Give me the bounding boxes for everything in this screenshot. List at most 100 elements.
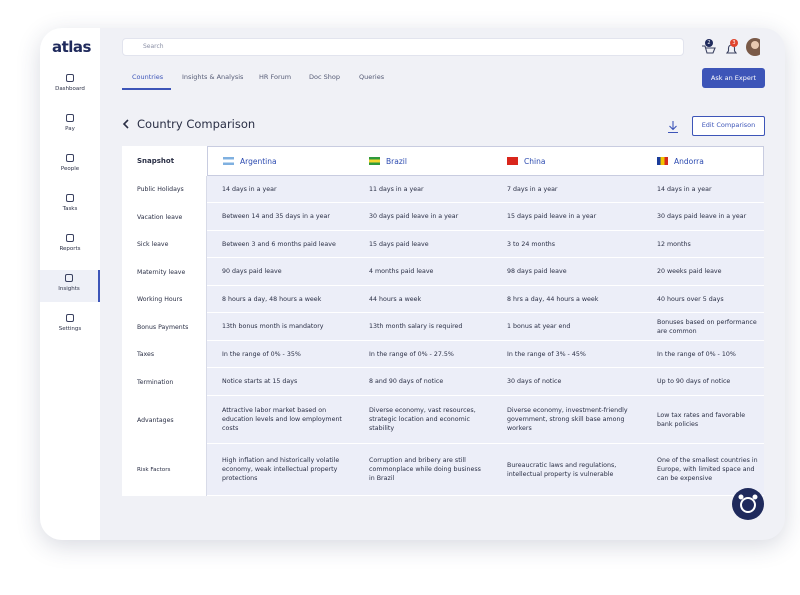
table-cell: Between 3 and 6 months paid leave	[207, 231, 354, 258]
table-cell: Corruption and bribery are still commonp…	[354, 444, 492, 496]
flag	[223, 157, 234, 165]
table-cell: In the range of 0% - 27.5%	[354, 341, 492, 368]
app-window: atlas Dashboard Pay People Tasks Reports Insi…	[40, 28, 785, 540]
row-label: Risk Factors	[122, 444, 207, 496]
header-icons	[702, 38, 760, 56]
nav-icon	[66, 314, 74, 322]
country-header: Brazil	[354, 146, 492, 176]
row-label: Public Holidays	[122, 176, 207, 203]
tab-underline	[122, 88, 171, 90]
nav-icon	[66, 154, 74, 162]
table-cell: 13th bonus month is mandatory	[207, 313, 354, 341]
country-name: Brazil	[386, 156, 407, 166]
table-cell: 14 days in a year	[207, 176, 354, 203]
row-label: Sick leave	[122, 231, 207, 258]
row-label: Working Hours	[122, 286, 207, 313]
tab[interactable]: Doc Shop	[309, 73, 340, 81]
cart-icon[interactable]	[702, 45, 716, 54]
row-label: Taxes	[122, 341, 207, 368]
nav-label: Reports	[59, 246, 81, 252]
table-cell: Notice starts at 15 days	[207, 368, 354, 396]
nav-label: Dashboard	[55, 86, 85, 92]
row-label: Termination	[122, 368, 207, 396]
nav-item[interactable]: Tasks	[40, 190, 100, 222]
row-label: Bonus Payments	[122, 313, 207, 341]
edit-comparison-button[interactable]: Edit Comparison	[692, 116, 765, 136]
nav-item[interactable]: Dashboard	[40, 70, 100, 102]
table-cell: 20 weeks paid leave	[642, 258, 764, 286]
table-cell: Diverse economy, investment-friendly gov…	[492, 396, 642, 444]
nav-icon	[66, 74, 74, 82]
table-cell: Up to 90 days of notice	[642, 368, 764, 396]
table-cell: 8 hours a day, 48 hours a week	[207, 286, 354, 313]
nav-label: Settings	[58, 326, 82, 332]
nav-label: Tasks	[62, 206, 78, 212]
back-icon[interactable]	[122, 118, 132, 130]
row-label: Maternity leave	[122, 258, 207, 286]
table-cell: 15 days paid leave in a year	[492, 203, 642, 231]
table-cell: In the range of 0% - 35%	[207, 341, 354, 368]
table-corner: Snapshot	[122, 146, 207, 176]
table-cell: Bonuses based on performance are common	[642, 313, 764, 341]
table-cell: 8 hrs a day, 44 hours a week	[492, 286, 642, 313]
nav-label: Insights	[58, 286, 80, 292]
table-cell: 98 days paid leave	[492, 258, 642, 286]
tab[interactable]: Insights & Analysis	[182, 73, 244, 81]
table-cell: 90 days paid leave	[207, 258, 354, 286]
table-cell: 40 hours over 5 days	[642, 286, 764, 313]
table-cell: 13th month salary is required	[354, 313, 492, 341]
flag	[507, 157, 518, 165]
country-header: China	[492, 146, 642, 176]
table-cell: 44 hours a week	[354, 286, 492, 313]
row-label: Advantages	[122, 396, 207, 444]
table-cell: 3 to 24 months	[492, 231, 642, 258]
nav-icon	[66, 234, 74, 242]
nav-label: People	[60, 166, 80, 172]
ask-expert-button[interactable]: Ask an Expert	[702, 68, 765, 88]
table-cell: High inflation and historically volatile…	[207, 444, 354, 496]
country-name: China	[524, 156, 546, 166]
download-icon[interactable]	[667, 120, 679, 134]
page-title: Country Comparison	[137, 117, 256, 131]
nav-item[interactable]: Reports	[40, 230, 100, 262]
tab[interactable]: Countries	[132, 73, 164, 81]
country-name: Argentina	[240, 156, 277, 166]
comparison-table: Snapshot Argentina Brazil China Andorra Publi…	[122, 146, 764, 496]
table-cell: 14 days in a year	[642, 176, 764, 203]
nav-icon	[65, 274, 73, 282]
table-cell: 11 days in a year	[354, 176, 492, 203]
nav-item[interactable]: Pay	[40, 110, 100, 142]
sidebar: atlas Dashboard Pay People Tasks Reports Insi…	[40, 28, 100, 540]
table-cell: In the range of 3% - 45%	[492, 341, 642, 368]
country-header: Argentina	[207, 146, 354, 176]
table-cell: 8 and 90 days of notice	[354, 368, 492, 396]
table-cell: 30 days of notice	[492, 368, 642, 396]
nav-item[interactable]: Settings	[40, 310, 100, 342]
table-cell: One of the smallest countries in Europe,…	[642, 444, 764, 496]
table-cell: 1 bonus at year end	[492, 313, 642, 341]
avatar-face	[751, 41, 759, 49]
table-cell: 7 days in a year	[492, 176, 642, 203]
country-header: Andorra	[642, 146, 764, 176]
flag	[657, 157, 668, 165]
table-cell: Low tax rates and favorable bank policie…	[642, 396, 764, 444]
country-name: Andorra	[674, 156, 704, 166]
table-cell: Bureaucratic laws and regulations, intel…	[492, 444, 642, 496]
table-cell: Between 14 and 35 days in a year	[207, 203, 354, 231]
table-cell: 4 months paid leave	[354, 258, 492, 286]
table-cell: 30 days paid leave in a year	[642, 203, 764, 231]
tab[interactable]: HR Forum	[259, 73, 292, 81]
nav-label: Pay	[65, 126, 75, 132]
flag	[369, 157, 380, 165]
logo[interactable]: atlas	[52, 38, 91, 56]
nav-item[interactable]: People	[40, 150, 100, 182]
search-bar[interactable]: Search	[122, 38, 684, 56]
tab[interactable]: Queries	[359, 73, 385, 81]
nav-item[interactable]: Insights	[40, 270, 100, 302]
chat-button[interactable]	[730, 486, 766, 522]
table-cell: 12 months	[642, 231, 764, 258]
table-cell: In the range of 0% - 10%	[642, 341, 764, 368]
table-cell: Diverse economy, vast resources, strateg…	[354, 396, 492, 444]
row-label: Vacation leave	[122, 203, 207, 231]
